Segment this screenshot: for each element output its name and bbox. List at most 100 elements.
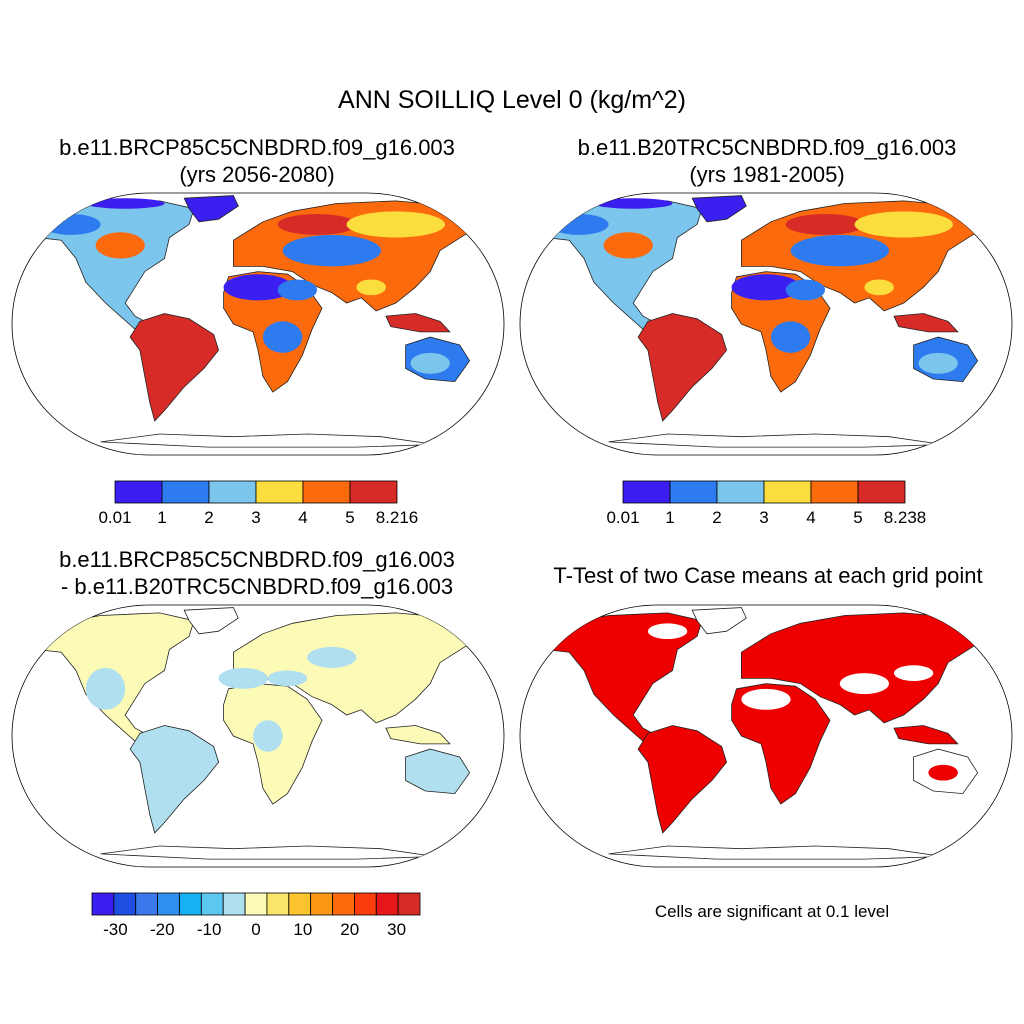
landmass-eurasia-3 — [233, 612, 491, 724]
field-patch-1-11 — [356, 279, 386, 296]
field-patch-2-4 — [854, 211, 953, 238]
colorbar-3-bin-11 — [332, 892, 355, 916]
landmass-southamerica-4 — [637, 725, 728, 834]
panel-2-title-line2: (yrs 1981-2005) — [689, 162, 845, 187]
colorbar-3-tick-0: -30 — [103, 920, 128, 939]
field-patch-1-2 — [282, 234, 381, 267]
field-patch-1-7 — [154, 324, 204, 366]
field-patch-2-0 — [731, 274, 801, 301]
colorbar-3-bin-0 — [91, 892, 115, 916]
colorbar-3-bin-6 — [222, 892, 246, 916]
field-patch-3-4 — [307, 646, 357, 668]
field-patch-1-3 — [277, 213, 357, 235]
colorbar-1-tick-4: 4 — [298, 508, 307, 527]
colorbar-1-bin-1 — [161, 480, 210, 504]
field-patch-1-9 — [410, 352, 450, 374]
landmass-greenland-3 — [183, 607, 239, 635]
field-patch-3-3 — [85, 667, 126, 710]
colorbar-1-bin-2 — [208, 480, 257, 504]
field-patch-4-1 — [839, 673, 890, 695]
landmass-antarctica-4 — [608, 845, 944, 860]
colorbar-3-bin-3 — [157, 892, 180, 916]
colorbar-1-bin-0 — [114, 480, 163, 504]
field-patch-2-9 — [918, 352, 958, 374]
colorbar-3-tick-6: 30 — [387, 920, 406, 939]
colorbar-2-tick-4: 4 — [806, 508, 815, 527]
field-patch-3-2 — [253, 720, 283, 752]
significance-note: Cells are significant at 0.1 level — [654, 902, 890, 921]
colorbar-1-tick-1: 1 — [157, 508, 166, 527]
field-patch-1-1 — [277, 279, 318, 301]
landmass-greenland-2 — [691, 195, 747, 223]
landmass-indonesia-2 — [893, 313, 959, 333]
colorbar-3: -30 -20 -10 0 10 20 30 — [91, 892, 421, 939]
field-patch-4-4 — [647, 623, 688, 640]
landmass-greenland-1 — [183, 195, 239, 223]
panel-1-title: b.e11.BRCP85C5CNBDRD.f09_g16.003 (yrs 20… — [12, 134, 502, 188]
colorbar-3-bin-10 — [310, 892, 333, 916]
colorbar-2-bin-2 — [716, 480, 765, 504]
colorbar-3-tick-2: -10 — [197, 920, 222, 939]
field-patch-2-3 — [785, 213, 865, 235]
panel-4-title: T-Test of two Case means at each grid po… — [512, 562, 1024, 589]
field-patch-3-0 — [218, 667, 268, 689]
colorbar-2-bin-5 — [857, 480, 906, 504]
colorbar-2-bin-3 — [763, 480, 812, 504]
colorbar-3-bin-2 — [135, 892, 159, 916]
landmass-greenland-4 — [691, 607, 747, 635]
colorbar-2: 0.01 1 2 3 4 5 8.238 — [606, 480, 927, 527]
colorbar-1-tick-2: 2 — [204, 508, 213, 527]
colorbar-3-bin-8 — [266, 892, 290, 916]
landmass-indonesia-3 — [385, 725, 451, 745]
field-patch-1-5 — [41, 213, 101, 235]
field-patch-4-0 — [741, 688, 791, 710]
panel-1-title-line2: (yrs 2056-2080) — [179, 162, 335, 187]
colorbar-1-bin-3 — [255, 480, 304, 504]
colorbar-2-bin-1 — [669, 480, 718, 504]
field-patch-2-5 — [549, 213, 609, 235]
landmass-indonesia-4 — [893, 725, 959, 745]
colorbar-3-tick-3: 0 — [251, 920, 260, 939]
field-patch-1-8 — [262, 321, 303, 353]
landmass-africa-4 — [731, 683, 831, 805]
colorbar-1-tick-6: 8.216 — [376, 508, 419, 527]
field-patch-3-1 — [267, 670, 308, 687]
colorbar-2-tick-0: 0.01 — [606, 508, 639, 527]
colorbar-3-bin-13 — [375, 892, 399, 916]
colorbar-1-bin-4 — [302, 480, 351, 504]
landmass-antarctica-3 — [100, 845, 436, 860]
field-patch-4-3 — [928, 764, 958, 781]
colorbar-3-tick-4: 10 — [293, 920, 312, 939]
colorbar-3-bin-1 — [113, 892, 137, 916]
colorbar-2-bin-4 — [810, 480, 859, 504]
colorbar-2-bin-0 — [622, 480, 671, 504]
colorbar-2-tick-2: 2 — [712, 508, 721, 527]
field-patch-2-6 — [603, 232, 653, 259]
colorbar-1: 0.01 1 2 3 4 5 8.216 — [98, 480, 419, 527]
field-patch-2-2 — [790, 234, 889, 267]
colorbar-3-bin-7 — [244, 892, 268, 916]
colorbar-1-bin-5 — [349, 480, 398, 504]
map-panel-3 — [11, 604, 505, 868]
landmass-indonesia-1 — [385, 313, 451, 333]
field-patch-1-10 — [85, 198, 165, 209]
field-patch-1-0 — [223, 274, 293, 301]
landmass-antarctica-2 — [608, 433, 944, 448]
colorbar-1-tick-0: 0.01 — [98, 508, 131, 527]
colorbar-2-tick-5: 5 — [853, 508, 862, 527]
panel-2-title: b.e11.B20TRC5CNBDRD.f09_g16.003 (yrs 198… — [522, 134, 1012, 188]
colorbar-2-tick-6: 8.238 — [884, 508, 927, 527]
field-patch-2-1 — [785, 279, 826, 301]
colorbar-3-bin-14 — [397, 892, 421, 916]
map-panel-4 — [519, 604, 1013, 868]
panel-2-title-line1: b.e11.B20TRC5CNBDRD.f09_g16.003 — [577, 135, 957, 160]
field-patch-2-8 — [770, 321, 811, 353]
colorbar-3-tick-5: 20 — [340, 920, 359, 939]
colorbar-3-tick-1: -20 — [150, 920, 175, 939]
field-patch-1-4 — [346, 211, 445, 238]
map-panel-1 — [11, 192, 505, 456]
panel-3-title: b.e11.BRCP85C5CNBDRD.f09_g16.003 - b.e11… — [12, 546, 502, 600]
field-patch-2-11 — [864, 279, 894, 296]
panel-1-title-line1: b.e11.BRCP85C5CNBDRD.f09_g16.003 — [59, 135, 455, 160]
